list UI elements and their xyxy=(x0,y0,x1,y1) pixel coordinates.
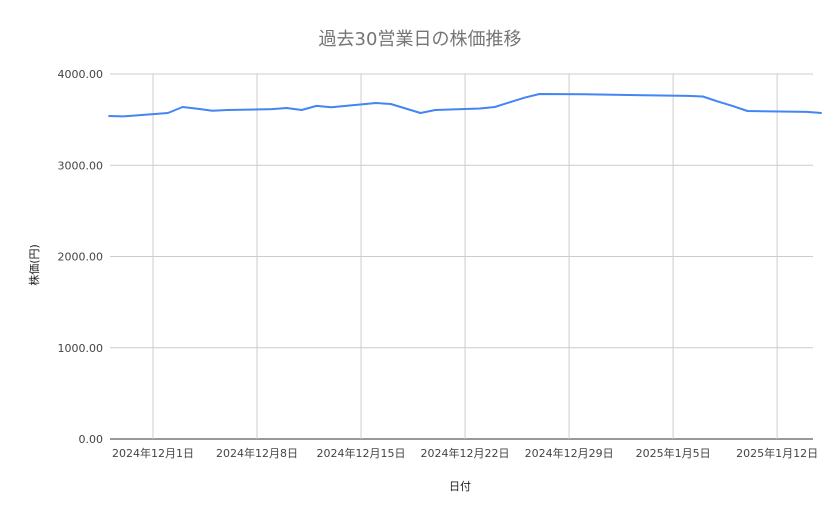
x-tick-label: 2025年1月12日 xyxy=(736,446,818,460)
x-tick-label: 2024年12月29日 xyxy=(525,446,614,460)
x-tick-label: 2024年12月22日 xyxy=(421,446,510,460)
x-axis-label: 日付 xyxy=(449,480,471,493)
y-tick-label: 2000.00 xyxy=(58,251,104,264)
x-tick-label: 2025年1月5日 xyxy=(636,446,711,460)
y-axis-label: 株価(円) xyxy=(27,244,41,286)
x-tick-label: 2024年12月1日 xyxy=(112,446,194,460)
price-line xyxy=(108,93,822,118)
y-tick-label: 1000.00 xyxy=(58,342,104,355)
chart-title: 過去30営業日の株価推移 xyxy=(319,29,522,50)
y-tick-label: 3000.00 xyxy=(58,159,104,172)
y-tick-label: 0.00 xyxy=(79,433,104,446)
y-tick-label: 4000.00 xyxy=(58,68,104,81)
x-tick-label: 2024年12月15日 xyxy=(317,446,406,460)
x-tick-label: 2024年12月8日 xyxy=(216,446,298,460)
